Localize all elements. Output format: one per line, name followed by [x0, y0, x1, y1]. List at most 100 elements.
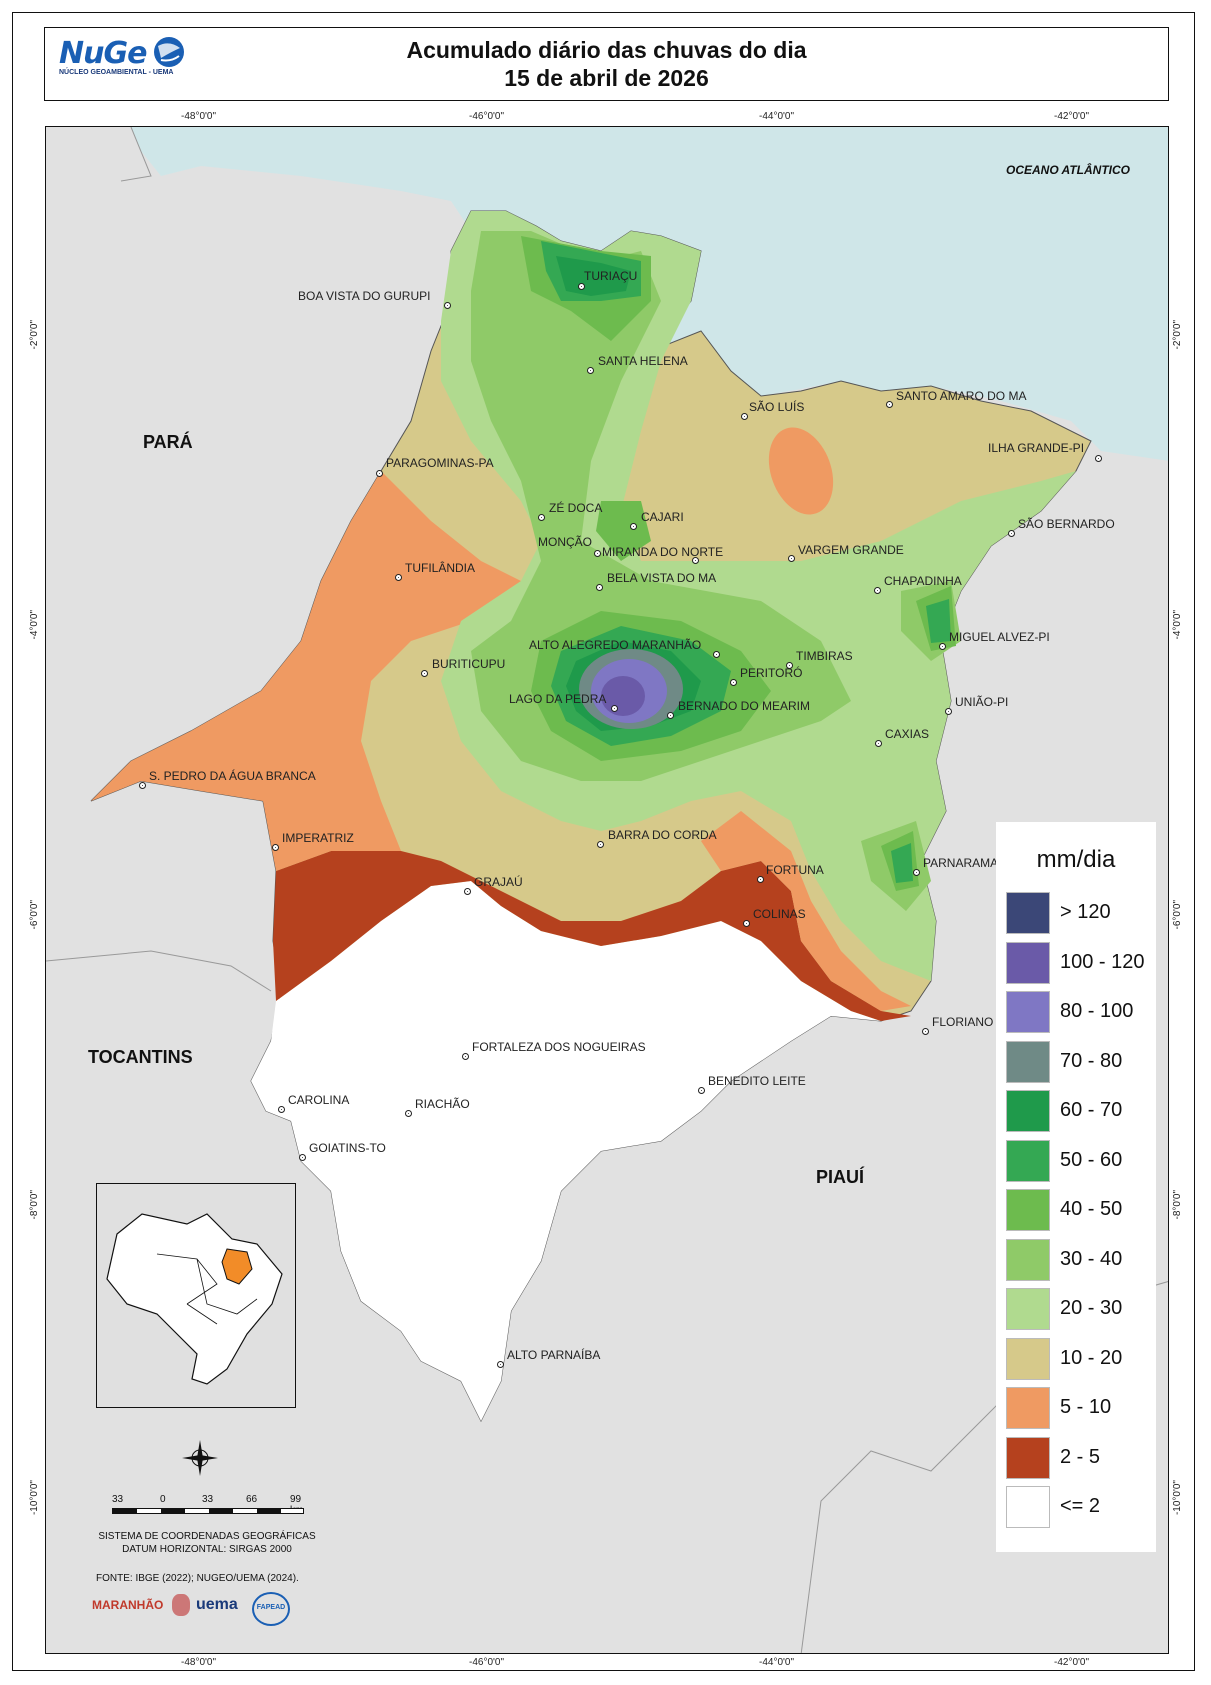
- city-dot[interactable]: [462, 1053, 469, 1060]
- city-lago-da-pedra[interactable]: LAGO DA PEDRA: [509, 692, 607, 706]
- city-parnarama[interactable]: PARNARAMA: [923, 856, 999, 870]
- city-dot[interactable]: [299, 1154, 306, 1161]
- city-tufilandia[interactable]: TUFILÂNDIA: [405, 561, 476, 575]
- city-boa-vista-do-gurupi[interactable]: BOA VISTA DO GURUPI: [298, 289, 431, 303]
- city-alto-parnaiba[interactable]: ALTO PARNAÍBA: [507, 1348, 601, 1362]
- city-vargem-grande[interactable]: VARGEM GRANDE: [798, 543, 904, 557]
- map-header: NuGe NÚCLEO GEOAMBIENTAL - UEMA Acumulad…: [44, 27, 1169, 101]
- city-dot[interactable]: [713, 651, 720, 658]
- city-dot[interactable]: [786, 662, 793, 669]
- city-buriticupu[interactable]: BURITICUPU: [432, 657, 506, 671]
- city-dot[interactable]: [405, 1110, 412, 1117]
- city-cajari[interactable]: CAJARI: [641, 510, 684, 524]
- city-dot[interactable]: [464, 888, 471, 895]
- city-dot[interactable]: [278, 1106, 285, 1113]
- city-dot[interactable]: [594, 550, 601, 557]
- city-dot[interactable]: [730, 679, 737, 686]
- city-dot[interactable]: [596, 584, 603, 591]
- city-paragominas[interactable]: PARAGOMINAS-PA: [386, 456, 494, 470]
- city-miguel-alves[interactable]: MIGUEL ALVEZ-PI: [949, 630, 1050, 644]
- city-dot[interactable]: [945, 708, 952, 715]
- city-ilha-grande[interactable]: ILHA GRANDE-PI: [988, 441, 1085, 455]
- city-caxias[interactable]: CAXIAS: [885, 727, 930, 741]
- city-dot[interactable]: [698, 1087, 705, 1094]
- city-imperatriz[interactable]: IMPERATRIZ: [282, 831, 354, 845]
- city-bela-vista[interactable]: BELA VISTA DO MA: [607, 571, 717, 585]
- legend-label: 60 - 70: [1060, 1099, 1123, 1121]
- city-dot[interactable]: [497, 1361, 504, 1368]
- city-ze-doca[interactable]: ZÉ DOCA: [549, 501, 603, 515]
- globe-icon: [154, 37, 184, 67]
- city-dot[interactable]: [667, 712, 674, 719]
- city-grajau[interactable]: GRAJAÚ: [474, 875, 523, 889]
- city-alto-alegre[interactable]: ALTO ALEGREDO MARANHÃO: [529, 638, 702, 652]
- city-dot[interactable]: [874, 587, 881, 594]
- zone-40-50-cajari: [596, 501, 651, 561]
- city-dot[interactable]: [1095, 455, 1102, 462]
- city-fortaleza-dos-nogueiras[interactable]: FORTALEZA DOS NOGUEIRAS: [472, 1040, 646, 1054]
- city-fortuna[interactable]: FORTUNA: [766, 863, 824, 877]
- city-dot[interactable]: [1008, 530, 1015, 537]
- legend-item: 20 - 30: [1006, 1286, 1156, 1332]
- city-dot[interactable]: [376, 470, 383, 477]
- city-dot[interactable]: [444, 302, 451, 309]
- city-turiacu[interactable]: TURIAÇU: [584, 269, 638, 283]
- city-dot[interactable]: [421, 670, 428, 677]
- city-dot[interactable]: [886, 401, 893, 408]
- city-dot[interactable]: [597, 841, 604, 848]
- city-dot[interactable]: [939, 643, 946, 650]
- city-benedito-leite[interactable]: BENEDITO LEITE: [708, 1074, 806, 1088]
- coord-bottom-3: -42°0'0": [1054, 1657, 1090, 1668]
- city-floriano[interactable]: FLORIANO: [932, 1015, 994, 1029]
- city-colinas[interactable]: COLINAS: [753, 907, 806, 921]
- city-dot[interactable]: [788, 555, 795, 562]
- city-carolina[interactable]: CAROLINA: [288, 1093, 350, 1107]
- city-peritoro[interactable]: PERITORÓ: [740, 666, 803, 680]
- scale-label-0: 33: [112, 1494, 124, 1505]
- city-dot[interactable]: [578, 283, 585, 290]
- city-dot[interactable]: [692, 557, 699, 564]
- city-dot[interactable]: [272, 844, 279, 851]
- city-dot[interactable]: [757, 876, 764, 883]
- city-dot[interactable]: [611, 705, 618, 712]
- page-frame: [12, 12, 1195, 1671]
- legend-item: 60 - 70: [1006, 1088, 1156, 1134]
- scale-label-3: 66: [246, 1494, 258, 1505]
- city-chapadinha[interactable]: CHAPADINHA: [884, 574, 962, 588]
- city-dot[interactable]: [538, 514, 545, 521]
- legend-label: 100 - 120: [1060, 950, 1145, 973]
- city-dot[interactable]: [913, 869, 920, 876]
- city-dot[interactable]: [743, 920, 750, 927]
- legend-item: 100 - 120: [1006, 940, 1156, 986]
- city-dot[interactable]: [875, 740, 882, 747]
- legend-swatch: [1006, 892, 1050, 934]
- city-bernardo-do-mearim[interactable]: BERNADO DO MEARIM: [678, 699, 811, 713]
- city-sao-luis[interactable]: SÃO LUÍS: [749, 400, 805, 414]
- city-dot[interactable]: [741, 413, 748, 420]
- city-dot[interactable]: [922, 1028, 929, 1035]
- title-line-1: Acumulado diário das chuvas do dia: [406, 37, 807, 63]
- city-goiatins[interactable]: GOIATINS-TO: [309, 1141, 386, 1155]
- map-title: Acumulado diário das chuvas do dia 15 de…: [45, 36, 1168, 92]
- city-dot[interactable]: [395, 574, 402, 581]
- city-santo-amaro[interactable]: SANTO AMARO DO MA: [896, 389, 1027, 403]
- city-dot[interactable]: [587, 367, 594, 374]
- city-riachao[interactable]: RIACHÃO: [415, 1097, 470, 1111]
- legend-swatch: [1006, 1436, 1050, 1479]
- maranhao-logo: MARANHÃO: [92, 1598, 164, 1612]
- city-timbiras[interactable]: TIMBIRAS: [796, 649, 853, 663]
- city-moncao[interactable]: MONÇÃO: [538, 535, 592, 549]
- zone-5-10-west: [91, 471, 541, 871]
- legend-swatch: [1006, 1139, 1050, 1182]
- city-miranda-do-norte[interactable]: MIRANDA DO NORTE: [602, 545, 724, 559]
- legend-item: <= 2: [1006, 1484, 1156, 1530]
- city-uniao-pi[interactable]: UNIÃO-PI: [955, 695, 1009, 709]
- city-santa-helena[interactable]: SANTA HELENA: [598, 354, 688, 368]
- map-area[interactable]: OCEANO ATLÂNTICO PARÁ TOCANTINS PIAUÍ BO…: [45, 126, 1169, 1654]
- city-sao-pedro-agua-branca[interactable]: S. PEDRO DA ÁGUA BRANCA: [149, 769, 316, 783]
- city-dot[interactable]: [139, 782, 146, 789]
- city-barra-do-corda[interactable]: BARRA DO CORDA: [608, 828, 717, 842]
- city-sao-bernardo[interactable]: SÃO BERNARDO: [1018, 517, 1115, 531]
- zone-2-5-south: [273, 851, 911, 1021]
- city-dot[interactable]: [630, 523, 637, 530]
